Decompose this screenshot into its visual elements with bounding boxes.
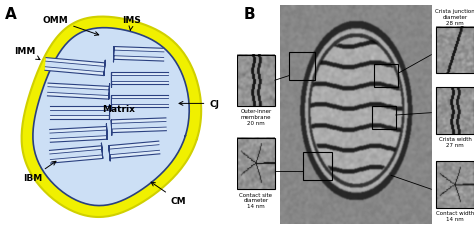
Polygon shape	[33, 29, 189, 206]
Polygon shape	[47, 87, 109, 96]
Polygon shape	[50, 109, 109, 116]
Text: Crista width
27 nm: Crista width 27 nm	[438, 136, 472, 147]
Text: Contact width
14 nm: Contact width 14 nm	[436, 210, 474, 221]
Bar	[436, 28, 474, 74]
Polygon shape	[109, 142, 160, 161]
Polygon shape	[50, 149, 102, 160]
Polygon shape	[50, 124, 107, 143]
Polygon shape	[111, 95, 168, 111]
Text: Crista junction
diameter
28 nm: Crista junction diameter 28 nm	[435, 9, 474, 25]
Text: B: B	[244, 7, 256, 22]
Text: OMM: OMM	[43, 16, 99, 36]
Text: Contact site
diameter
14 nm: Contact site diameter 14 nm	[239, 192, 273, 208]
Polygon shape	[111, 72, 168, 88]
Polygon shape	[113, 47, 164, 63]
Text: CJ: CJ	[179, 100, 219, 108]
Text: Matrix: Matrix	[102, 104, 135, 113]
Polygon shape	[22, 18, 201, 217]
Text: IBM: IBM	[23, 161, 56, 182]
Polygon shape	[114, 51, 164, 58]
Polygon shape	[111, 119, 166, 136]
Polygon shape	[45, 58, 105, 76]
Polygon shape	[111, 99, 168, 106]
Bar	[436, 162, 474, 208]
Text: CM: CM	[151, 182, 186, 205]
Bar	[237, 55, 275, 106]
Bar	[289, 53, 315, 81]
Text: Outer-inner
membrane
20 nm: Outer-inner membrane 20 nm	[240, 109, 272, 125]
Polygon shape	[45, 62, 105, 73]
Polygon shape	[49, 143, 103, 163]
Bar	[303, 152, 332, 180]
Polygon shape	[50, 104, 109, 120]
Polygon shape	[50, 129, 107, 139]
Polygon shape	[109, 145, 160, 156]
Bar	[237, 139, 275, 189]
Bar	[436, 88, 474, 134]
Polygon shape	[111, 122, 166, 131]
Text: A: A	[5, 7, 16, 22]
Text: IMM: IMM	[14, 46, 40, 60]
Bar	[374, 65, 398, 88]
Text: IMS: IMS	[122, 16, 141, 31]
Polygon shape	[111, 76, 168, 82]
Polygon shape	[47, 84, 109, 100]
Bar	[372, 106, 396, 129]
